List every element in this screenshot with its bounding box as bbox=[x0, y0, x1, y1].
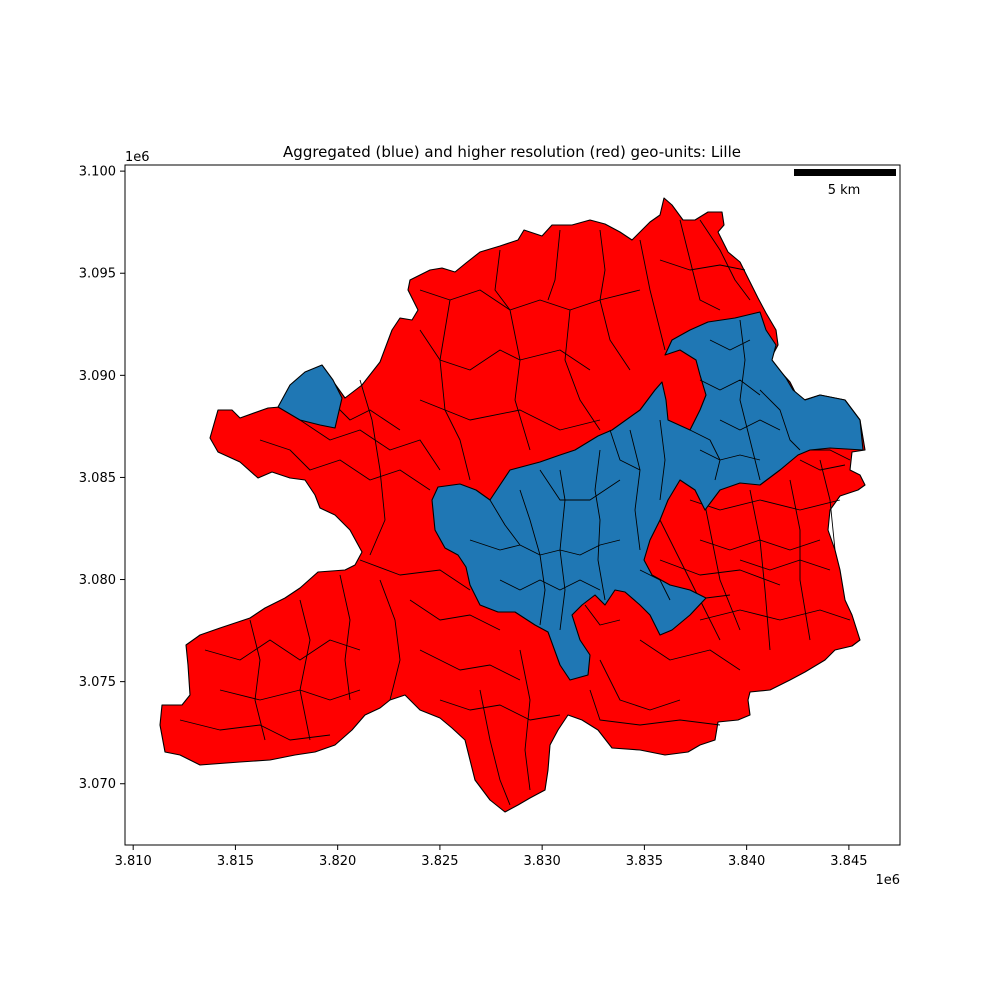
scale-bar-label: 5 km bbox=[828, 183, 861, 198]
y-tick-label: 3.100 bbox=[79, 165, 116, 180]
x-tick-label: 3.825 bbox=[421, 854, 458, 869]
y-tick-label: 3.070 bbox=[79, 777, 116, 792]
y-tick-label: 3.075 bbox=[79, 675, 116, 690]
aggregated-region bbox=[277, 311, 864, 681]
x-offset-label: 1e6 bbox=[875, 873, 900, 888]
plot-frame bbox=[124, 164, 901, 846]
y-offset-label: 1e6 bbox=[125, 150, 150, 165]
x-tick-label: 3.810 bbox=[115, 854, 152, 869]
aggregated-boundaries bbox=[469, 319, 801, 631]
x-axis: 3.810 3.815 3.820 3.825 3.830 3.835 3.840 3.845 bbox=[115, 845, 867, 869]
scale-bar-line bbox=[794, 169, 896, 176]
x-tick-label: 3.840 bbox=[728, 854, 765, 869]
higher-resolution-boundaries bbox=[179, 219, 851, 806]
x-tick-label: 3.845 bbox=[830, 854, 867, 869]
x-tick-label: 3.830 bbox=[524, 854, 561, 869]
y-tick-label: 3.095 bbox=[79, 267, 116, 282]
y-axis: 3.070 3.075 3.080 3.085 3.090 3.095 3.100 bbox=[79, 165, 125, 792]
y-tick-label: 3.080 bbox=[79, 573, 116, 588]
x-tick-label: 3.815 bbox=[217, 854, 254, 869]
chart-title: Aggregated (blue) and higher resolution … bbox=[283, 143, 741, 161]
x-tick-label: 3.835 bbox=[626, 854, 663, 869]
y-tick-label: 3.090 bbox=[79, 369, 116, 384]
aggregated-unit-central bbox=[431, 311, 864, 681]
y-tick-label: 3.085 bbox=[79, 471, 116, 486]
aggregated-unit-west bbox=[277, 364, 343, 429]
plot-area: 5 km bbox=[124, 164, 901, 846]
x-tick-label: 3.820 bbox=[319, 854, 356, 869]
scale-bar: 5 km bbox=[794, 169, 896, 198]
